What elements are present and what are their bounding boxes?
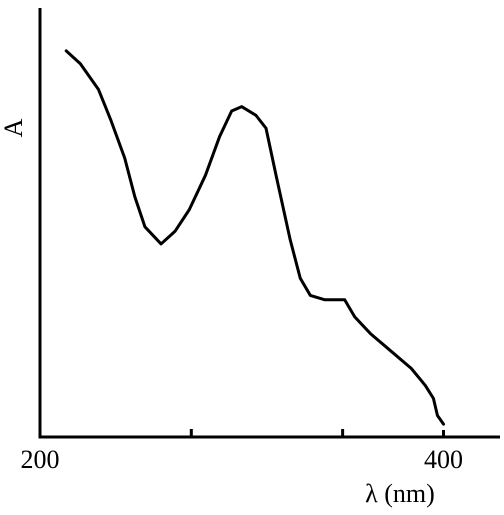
y-axis-label: A [0,118,28,137]
x-tick-label: 400 [424,445,463,474]
x-tick-label: 200 [21,445,60,474]
spectrum-line [64,49,446,426]
x-axis-label: λ (nm) [365,479,435,508]
